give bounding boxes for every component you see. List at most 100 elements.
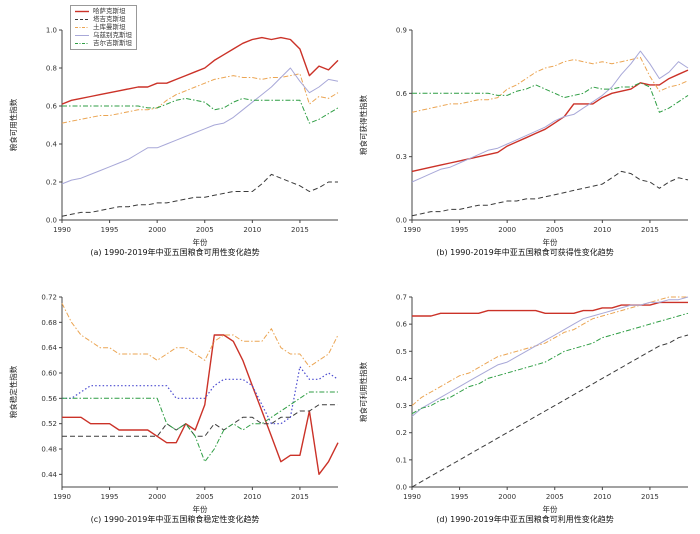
chart-b-caption: (b) 1990-2019年中亚五国粮食可获得性变化趋势: [436, 248, 614, 257]
y-tick-label: 0.9: [396, 27, 407, 35]
legend-line-sample: [75, 19, 89, 20]
legend-entry: 乌兹别克斯坦: [74, 32, 132, 39]
x-tick-label: 2015: [291, 226, 309, 234]
chart-c-canvas: 0.44 0.48 0.52 0.56 0.60 0.64 0.68 0.72 1990 1995…: [8, 294, 339, 513]
legend-entry: 吉尔吉斯斯坦: [74, 40, 132, 47]
chart-a-canvas: 0.0 0.2 0.4 0.6 0.8 1.0 1990 1995 2000 2005 2010 20…: [8, 27, 339, 246]
series-line-塔吉克斯坦: [411, 170, 689, 217]
series-line-乌兹别克斯坦: [411, 296, 689, 417]
series-line-乌兹别克斯坦: [411, 50, 689, 183]
legend-entry: 塔吉克斯坦: [74, 16, 132, 23]
y-tick-label: 0.64: [41, 344, 57, 352]
chart-c-caption: (c) 1990-2019年中亚五国粮食稳定性变化趋势: [90, 515, 260, 524]
y-tick-label: 0.72: [41, 294, 57, 302]
legend-label: 塔吉克斯坦: [93, 15, 126, 23]
x-axis-title: 年份: [193, 504, 208, 513]
y-tick-label: 0.0: [46, 217, 57, 225]
chart-legend: 哈萨克斯坦 塔吉克斯坦 土库曼斯坦 乌兹别克斯坦 吉尔吉斯斯坦: [70, 5, 137, 50]
chart-a-caption: (a) 1990-2019年中亚五国粮食可用性变化趋势: [90, 248, 260, 257]
x-tick-label: 2010: [243, 226, 261, 234]
y-tick-label: 1.0: [46, 27, 57, 35]
series-line-哈萨克斯坦: [62, 334, 339, 476]
x-tick-label: 2015: [641, 226, 659, 234]
legend-line-sample: [75, 27, 89, 28]
legend-label: 吉尔吉斯斯坦: [93, 39, 132, 47]
x-tick-label: 2000: [148, 226, 166, 234]
series-line-乌兹别克斯坦: [62, 366, 339, 425]
y-tick-label: 0.7: [396, 294, 407, 302]
legend-line-sample: [75, 35, 89, 36]
x-tick-label: 2005: [196, 493, 214, 501]
y-tick-label: 0.60: [41, 370, 57, 378]
y-tick-label: 0.3: [396, 402, 407, 410]
x-tick-label: 2010: [593, 226, 611, 234]
series-line-土库曼斯坦: [61, 303, 339, 368]
legend-label: 土库曼斯坦: [93, 23, 126, 31]
series-line-吉尔吉斯斯坦: [62, 97, 339, 124]
y-axis-title: 粮食稳定性指数: [8, 365, 18, 418]
y-tick-label: 0.44: [41, 471, 57, 479]
x-tick-label: 1995: [451, 226, 469, 234]
chart-d-canvas: 0.0 0.1 0.2 0.3 0.4 0.5 0.6 0.7 1990 1995 2000 2005…: [358, 294, 689, 513]
y-tick-label: 0.6: [46, 103, 58, 111]
series-line-吉尔吉斯斯坦: [411, 312, 689, 415]
series-line-哈萨克斯坦: [412, 301, 688, 317]
series-line-土库曼斯坦: [411, 56, 689, 113]
series-line-塔吉克斯坦: [62, 404, 338, 437]
y-tick-label: 0.6: [396, 321, 408, 329]
y-tick-label: 0.8: [46, 65, 57, 73]
x-tick-label: 2010: [593, 493, 611, 501]
x-tick-label: 2000: [498, 226, 516, 234]
chart-panel-c: 0.44 0.48 0.52 0.56 0.60 0.64 0.68 0.72 1990 1995…: [0, 267, 350, 534]
x-tick-label: 2015: [291, 493, 309, 501]
y-axis-title: 粮食可用性指数: [8, 98, 18, 151]
y-tick-label: 0.48: [41, 446, 57, 454]
series-line-塔吉克斯坦: [61, 173, 338, 217]
y-tick-label: 0.0: [396, 484, 407, 492]
x-tick-label: 1990: [53, 226, 71, 234]
x-tick-label: 1990: [53, 493, 71, 501]
x-tick-label: 2005: [546, 226, 564, 234]
y-tick-label: 0.5: [396, 348, 407, 356]
y-tick-label: 0.3: [396, 153, 407, 161]
series-line-塔吉克斯坦: [411, 334, 689, 488]
series-line-哈萨克斯坦: [61, 36, 339, 105]
x-tick-label: 2005: [196, 226, 214, 234]
x-axis-title: 年份: [543, 504, 558, 513]
x-tick-label: 1990: [403, 226, 421, 234]
legend-label: 哈萨克斯坦: [93, 7, 126, 15]
series-line-乌兹别克斯坦: [61, 67, 339, 185]
y-tick-label: 0.52: [41, 420, 57, 428]
x-axis-title: 年份: [193, 237, 208, 246]
series-line-土库曼斯坦: [61, 73, 339, 124]
x-tick-label: 2010: [243, 493, 261, 501]
x-tick-label: 2000: [498, 493, 516, 501]
series-line-吉尔吉斯斯坦: [412, 82, 689, 113]
x-tick-label: 1995: [101, 493, 119, 501]
chart-panel-b: 0.0 0.3 0.6 0.9 1990 1995 2000 2005 2010 2015 粮食可获…: [350, 0, 700, 267]
legend-line-sample: [75, 43, 89, 44]
legend-entry: 哈萨克斯坦: [74, 8, 132, 15]
x-axis-title: 年份: [543, 237, 558, 246]
y-tick-label: 0.68: [41, 319, 57, 327]
x-tick-label: 2005: [546, 493, 564, 501]
x-tick-label: 1990: [403, 493, 421, 501]
x-tick-label: 2000: [148, 493, 166, 501]
chart-panel-a: 哈萨克斯坦 塔吉克斯坦 土库曼斯坦 乌兹别克斯坦 吉尔吉斯斯坦 0.0 0.2 0.4 0.6…: [0, 0, 350, 267]
y-tick-label: 0.2: [46, 179, 57, 187]
x-tick-label: 2015: [641, 493, 659, 501]
legend-label: 乌兹别克斯坦: [93, 31, 132, 39]
chart-d-caption: (d) 1990-2019年中亚五国粮食可利用性变化趋势: [436, 515, 614, 524]
x-tick-label: 1995: [451, 493, 469, 501]
series-line-吉尔吉斯斯坦: [62, 391, 338, 463]
y-tick-label: 0.1: [396, 456, 407, 464]
y-tick-label: 0.2: [396, 429, 407, 437]
chart-panel-d: 0.0 0.1 0.2 0.3 0.4 0.5 0.6 0.7 1990 1995 2000 2005…: [350, 267, 700, 534]
x-tick-label: 1995: [101, 226, 119, 234]
chart-b-canvas: 0.0 0.3 0.6 0.9 1990 1995 2000 2005 2010 2015 粮食可获…: [358, 27, 689, 246]
y-tick-label: 0.4: [396, 375, 408, 383]
y-tick-label: 0.56: [41, 395, 57, 403]
y-tick-label: 0.4: [46, 141, 58, 149]
y-axis-title: 粮食可利用性指数: [358, 362, 368, 422]
